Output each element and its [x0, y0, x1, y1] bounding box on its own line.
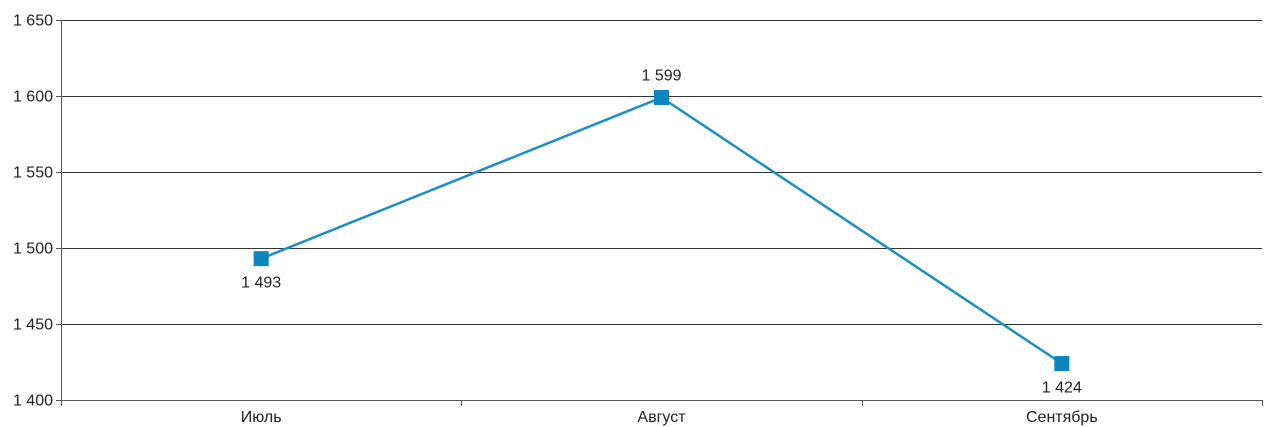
data-point-marker [654, 90, 669, 106]
y-tick-label: 1 600 [13, 89, 53, 106]
x-tick-label: Август [637, 409, 686, 426]
series-line [260, 96, 1063, 365]
y-tick-label: 1 400 [13, 393, 53, 410]
data-label: 1 599 [641, 68, 681, 85]
y-tick-label: 1 650 [13, 13, 53, 30]
series-layer [253, 90, 1070, 372]
x-tick-label: Июль [241, 409, 282, 426]
data-point-marker [1054, 356, 1070, 372]
axis-layer [56, 20, 1263, 406]
y-tick-label: 1 450 [13, 317, 53, 334]
y-tick-label: 1 550 [13, 165, 53, 182]
data-label: 1 424 [1042, 380, 1082, 397]
x-tick-label: Сентябрь [1026, 409, 1098, 426]
label-layer: 1 400 1 450 1 500 1 550 1 600 1 650 Июль Август… [13, 13, 1098, 427]
data-label: 1 493 [241, 275, 281, 292]
grid-layer [61, 20, 1262, 325]
y-tick-label: 1 500 [13, 241, 53, 258]
data-point-marker [253, 251, 269, 267]
